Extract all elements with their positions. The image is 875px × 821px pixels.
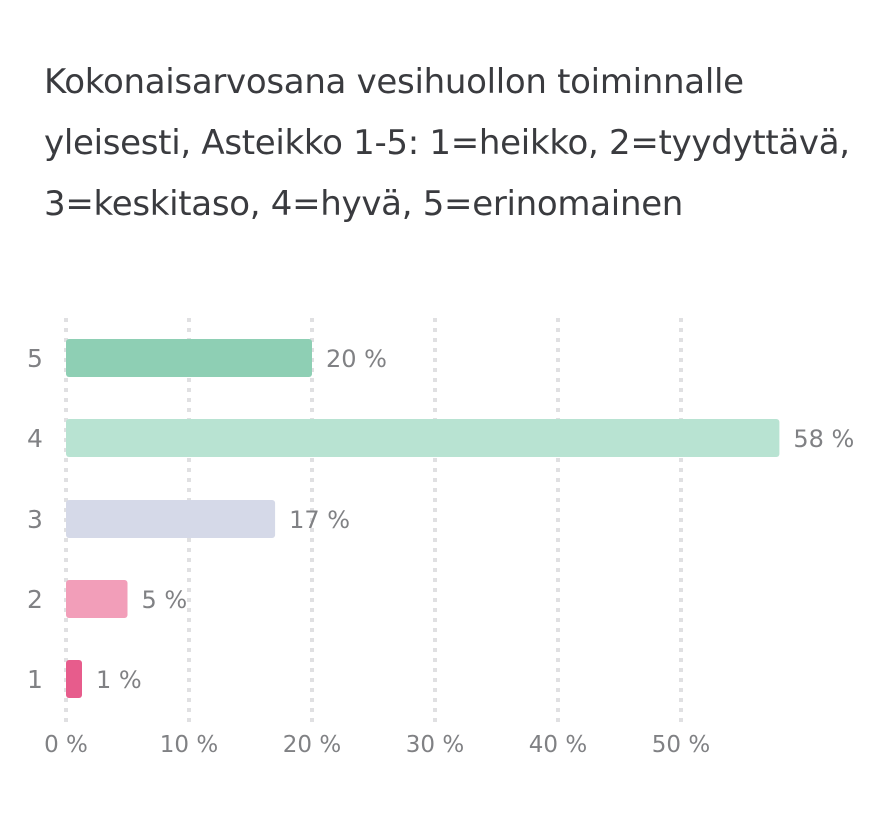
bar-1 bbox=[66, 660, 82, 698]
x-tick-label: 30 % bbox=[406, 732, 464, 758]
x-tick-label: 50 % bbox=[652, 732, 710, 758]
category-label: 5 bbox=[27, 344, 43, 373]
labels: 0 % 10 % 20 % 30 % 40 % 50 % 5 20 % 4 58 % 3 17 % 2 5… bbox=[27, 344, 854, 758]
category-label: 4 bbox=[27, 424, 43, 453]
value-label: 1 % bbox=[96, 666, 142, 694]
bar-4 bbox=[66, 419, 780, 457]
value-label: 20 % bbox=[326, 345, 387, 373]
x-tick-label: 10 % bbox=[160, 732, 218, 758]
category-label: 3 bbox=[27, 505, 43, 534]
x-tick-label: 0 % bbox=[44, 732, 88, 758]
category-label: 1 bbox=[27, 665, 43, 694]
value-label: 17 % bbox=[289, 506, 350, 534]
x-tick-label: 20 % bbox=[283, 732, 341, 758]
bar-5 bbox=[66, 339, 312, 377]
value-label: 5 % bbox=[142, 586, 188, 614]
category-label: 2 bbox=[27, 585, 43, 614]
chart-title: Kokonaisarvosana vesihuollon toiminnalle… bbox=[44, 62, 850, 224]
value-label: 58 % bbox=[793, 425, 854, 453]
bars bbox=[66, 339, 780, 698]
x-tick-label: 40 % bbox=[529, 732, 587, 758]
bar-2 bbox=[66, 580, 128, 618]
bar-3 bbox=[66, 500, 276, 538]
